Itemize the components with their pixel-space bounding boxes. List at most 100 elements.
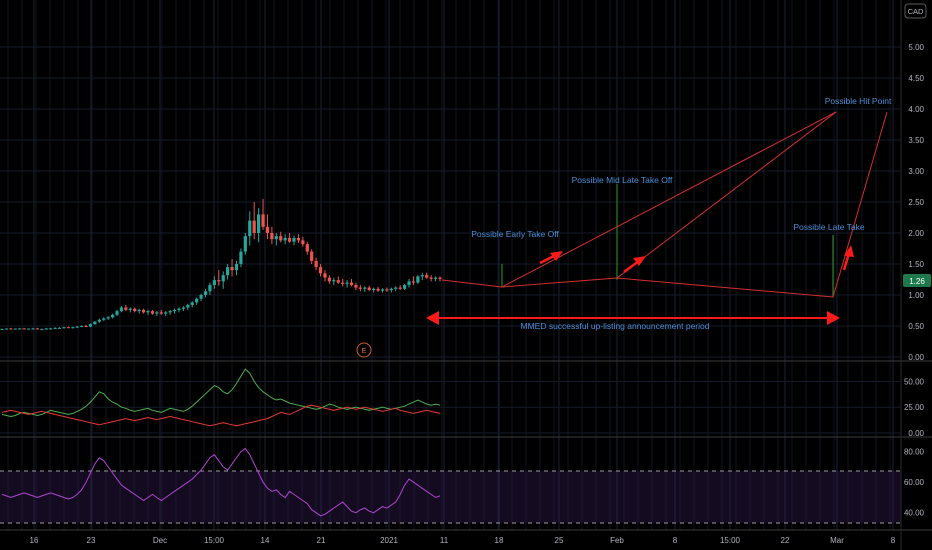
rsi-band-fill (0, 471, 901, 523)
candle-body (234, 264, 239, 271)
candle-body (318, 267, 323, 274)
time-tick-label: 23 (87, 536, 96, 545)
candle-body (0, 329, 4, 331)
price-tick-label: 0.00 (908, 353, 924, 362)
candle-body (274, 236, 278, 240)
candle-body (159, 312, 163, 314)
candle-body (106, 317, 110, 319)
candle-body (168, 311, 172, 313)
trend-drawings[interactable]: Possible Early Take Off Possible Mid Lat… (426, 96, 892, 331)
candle-body (26, 328, 31, 330)
candle-body (97, 319, 101, 322)
candle-body (150, 311, 155, 314)
time-tick-label: 14 (261, 536, 270, 545)
time-tick-label: 21 (317, 536, 326, 545)
candle-body (181, 307, 185, 309)
time-tick-label: Feb (610, 536, 624, 545)
price-tick-label: 1.00 (908, 291, 924, 300)
candle-body (314, 260, 318, 268)
dmi-line (1, 368, 441, 418)
candle-body (111, 314, 115, 318)
candle-body (425, 275, 429, 278)
time-tick-label: Mar (830, 536, 844, 545)
candle-body (389, 288, 393, 291)
candle-body (367, 287, 371, 291)
candle-body (57, 327, 62, 329)
candle-body (4, 328, 9, 330)
candle-body (88, 324, 93, 327)
candle-body (137, 309, 141, 312)
candle-body (217, 280, 221, 282)
candle-body (420, 275, 424, 277)
candle-body (403, 285, 407, 289)
time-tick-label: 8 (891, 536, 896, 545)
time-axis[interactable]: 16 23 Dec 15:00 14 21 2021 11 18 25 Feb 8 15:00 22 Mar… (30, 536, 896, 545)
candle-body (349, 282, 354, 286)
late-arrow-head (844, 245, 854, 257)
candle-body (394, 287, 398, 289)
rsi-axis[interactable]: 80.00 60.00 40.00 (904, 448, 925, 518)
candle-body (190, 302, 194, 305)
candle-body (141, 309, 146, 313)
candle-body (407, 281, 411, 286)
time-tick-label: 16 (30, 536, 39, 545)
candle-body (438, 277, 442, 279)
grid-lines (0, 0, 901, 530)
price-tick-label: 3.00 (908, 167, 924, 176)
candle-body (248, 220, 252, 237)
candle-body (230, 267, 234, 271)
time-tick-label: 18 (495, 536, 504, 545)
earnings-marker[interactable] (356, 342, 372, 358)
candle-body (398, 287, 402, 289)
currency-label: CAD (908, 7, 924, 16)
candle-body (102, 318, 106, 320)
currency-badge (904, 3, 927, 19)
price-tick-label: 2.50 (908, 198, 924, 207)
last-price-label: 1.26 (909, 277, 925, 286)
candle-body (146, 311, 150, 313)
candle-body (62, 327, 66, 329)
dmi-axis[interactable]: 50.00 25.00 0.00 (904, 377, 925, 438)
candle-body (177, 308, 181, 310)
candle-body (332, 280, 336, 282)
candle-body (345, 282, 349, 284)
candle-body (363, 287, 367, 289)
time-tick-label: Dec (153, 536, 167, 545)
time-tick-label: 15:00 (204, 536, 225, 545)
candle-body (128, 308, 132, 310)
candle-body (310, 251, 314, 261)
candle-body (261, 214, 265, 227)
candle-body (301, 240, 305, 245)
earnings-marker-label: E (362, 348, 367, 355)
candle-body (354, 285, 358, 288)
annotation-mid-takeoff: Possible Mid Late Take Off (572, 175, 673, 185)
dmi-tick-label: 0.00 (908, 429, 924, 438)
candle-body (18, 328, 22, 330)
candle-body (380, 289, 385, 291)
candle-body (305, 244, 309, 252)
candle-body (31, 328, 35, 330)
candle-body (292, 237, 296, 242)
candle-body (270, 233, 274, 240)
early-arrow-head (550, 251, 563, 261)
candle-body (376, 288, 380, 291)
candle-body (252, 220, 256, 233)
price-axis[interactable]: 5.00 4.50 4.00 3.50 3.00 2.50 2.00 1.50 1.00 0.50… (908, 43, 924, 362)
announcement-range-right-head (827, 311, 840, 325)
candle-body (341, 282, 345, 284)
candle-body (13, 328, 17, 330)
candle-body (40, 329, 44, 331)
candle-body (49, 328, 53, 330)
candle-body (257, 214, 261, 233)
candle-body (212, 280, 216, 286)
candle-body (323, 273, 327, 278)
rsi-series (1, 447, 441, 517)
price-tick-label: 5.00 (908, 43, 924, 52)
candle-body (358, 287, 362, 289)
candle-body (226, 267, 230, 276)
candle-body (279, 236, 283, 241)
mid-arrow-head (633, 256, 646, 266)
candle-body (22, 328, 26, 330)
